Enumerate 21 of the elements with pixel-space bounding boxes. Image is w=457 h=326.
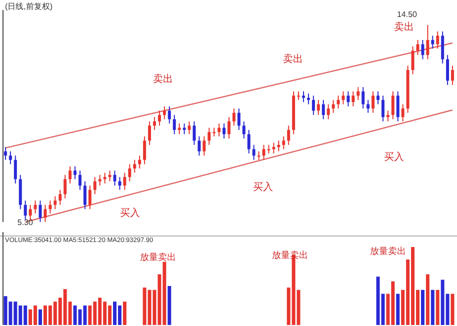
bar <box>426 274 430 325</box>
annotation: 卖出 <box>283 53 303 65</box>
bar <box>396 294 400 325</box>
annotation: 放量卖出 <box>272 250 308 260</box>
bar <box>122 302 126 325</box>
bar <box>450 294 454 325</box>
chart-title: (日线,前复权) <box>5 2 53 11</box>
annotation: 买入 <box>120 207 140 219</box>
text: 14.50 <box>396 10 418 19</box>
bar <box>436 290 440 325</box>
bar <box>430 290 434 325</box>
annotation: 5.30 <box>17 218 34 227</box>
bar <box>420 290 424 325</box>
annotation: 买入 <box>384 151 404 163</box>
annotation: 卖出 <box>153 73 173 85</box>
bar <box>168 286 172 325</box>
annotation: 放量卖出 <box>370 246 406 256</box>
annotation: 放量卖出 <box>140 252 176 262</box>
annotation: 买入 <box>253 181 273 193</box>
annotation: 卖出 <box>394 21 414 33</box>
bar <box>38 309 42 325</box>
